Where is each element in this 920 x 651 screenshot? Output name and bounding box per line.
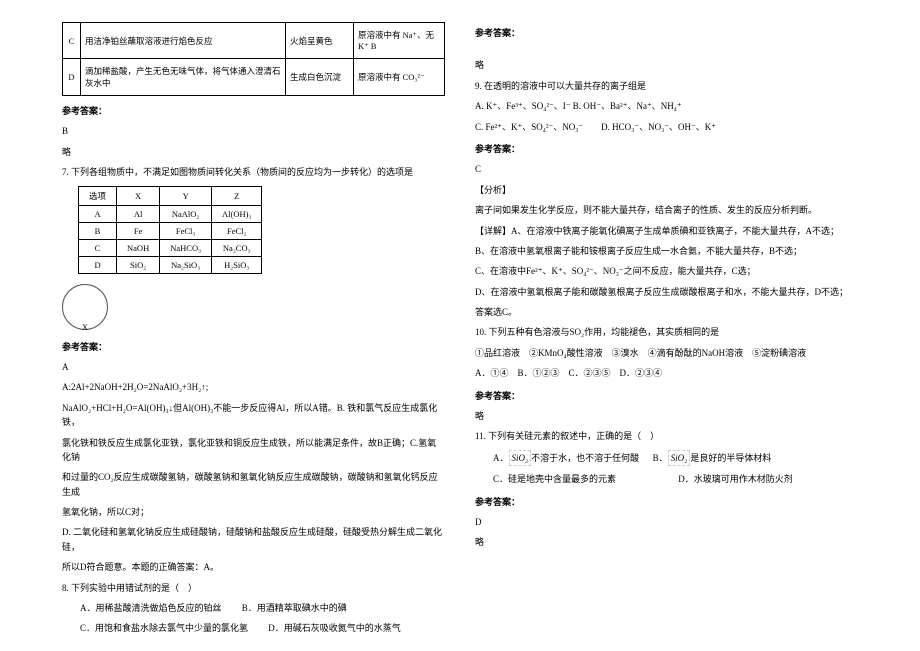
cell-letter: C (63, 23, 81, 59)
q8-title: 8. 下列实验中用错试剂的是（ ） (62, 581, 445, 595)
opt-d: D．水玻璃可用作木材防火剂 (678, 472, 793, 486)
detail-line: C、在溶液中Fe²⁺、K⁺、SO₄²⁻、NO₃⁻之间不反应，能大量共存，C选； (475, 264, 860, 278)
q10-title: 10. 下列五种有色溶液与SO₂作用，均能褪色，其实质相同的是 (475, 325, 860, 339)
th: X (117, 186, 160, 205)
explain-line: 氢氧化钠，所以C对； (62, 505, 445, 519)
td: Al(OH)₃ (212, 205, 262, 222)
opt-a-label: A． (493, 453, 509, 463)
cell-letter: D (63, 59, 81, 96)
td: FeCl₃ (160, 222, 212, 239)
td: FeCl₂ (212, 222, 262, 239)
td: NaOH (117, 239, 160, 256)
td: Fe (117, 222, 160, 239)
cell-desc: 滴加稀盐酸，产生无色无味气体，将气体通入澄清石灰水中 (81, 59, 286, 96)
opt: C．用饱和食盐水除去氯气中少量的氯化氢 (80, 621, 248, 635)
answer-label: 参考答案： (475, 495, 860, 509)
experiment-table: C 用洁净铂丝蘸取溶液进行焰色反应 火焰呈黄色 原溶液中有 Na⁺、无K⁺ B … (62, 22, 445, 96)
td: SiO₂ (117, 256, 160, 273)
answer-label: 参考答案： (475, 389, 860, 403)
explain-line: D. 二氧化硅和氢氧化钠反应生成硅酸钠，硅酸钠和盐酸反应生成硅酸，硅酸受热分解生… (62, 525, 445, 554)
explain-line: 所以D符合题意。本题的正确答案：A。 (62, 560, 445, 574)
answer-note: 略 (62, 145, 445, 159)
answer-note: 略 (475, 58, 860, 72)
explain-line: 和过量的CO₂反应生成碳酸氢钠，碳酸氢钠和氢氧化钠反应生成碳酸钠，碳酸钠和氢氧化… (62, 470, 445, 499)
q9-opts: A. K⁺、Fe³⁺、SO₄²⁻、I⁻ B. OH⁻、Ba²⁺、Na⁺、NH₄⁺ (475, 99, 860, 113)
explain-line: 氯化铁和铁反应生成氯化亚铁，氯化亚铁和铜反应生成铁，所以能满足条件，故B正确；C… (62, 436, 445, 465)
q9-opts: C. Fe²⁺、K⁺、SO₄²⁻、NO₃⁻ D. HCO₃⁻、NO₃⁻、OH⁻、… (475, 120, 860, 134)
detail-text: A、在溶液中铁离子能氧化碘离子生成单质碘和亚铁离子，不能大量共存，A不选； (511, 226, 839, 236)
td: NaAlO₂ (160, 205, 212, 222)
answer-value: B (62, 124, 445, 138)
cell-mid: 生成白色沉淀 (286, 59, 354, 96)
table-row: C 用洁净铂丝蘸取溶液进行焰色反应 火焰呈黄色 原溶液中有 Na⁺、无K⁺ B (63, 23, 445, 59)
td: B (79, 222, 117, 239)
answer-note: 略 (475, 535, 860, 549)
cell-mid: 火焰呈黄色 (286, 23, 354, 59)
td: Al (117, 205, 160, 222)
opt: B．用酒精萃取碘水中的碘 (242, 601, 347, 615)
opt-a-text: 不溶于水，也不溶于任何酸 (531, 453, 639, 463)
answer-value: A (62, 360, 445, 374)
cycle-diagram: X (62, 284, 108, 330)
q10-opts: A．①④ B．①②③ C．②③⑤ D．②③④ (475, 366, 860, 380)
q8-opts-row: C．用饱和食盐水除去氯气中少量的氯化氢 D．用碱石灰吸收氮气中的水蒸气 (62, 621, 445, 635)
th: 选项 (79, 186, 117, 205)
answer-label: 参考答案： (62, 104, 445, 118)
answer-label: 参考答案： (475, 142, 860, 156)
answer-label: 参考答案： (475, 26, 860, 40)
explain-line: A:2Al+2NaOH+2H₂O=2NaAlO₂+3H₂↑; (62, 380, 445, 394)
left-column: C 用洁净铂丝蘸取溶液进行焰色反应 火焰呈黄色 原溶液中有 Na⁺、无K⁺ B … (62, 18, 445, 642)
td: H₂SiO₃ (212, 256, 262, 273)
table-row: C NaOH NaHCO₃ Na₂CO₃ (79, 239, 262, 256)
right-column: 参考答案： 略 9. 在透明的溶液中可以大量共存的离子组是 A. K⁺、Fe³⁺… (475, 18, 860, 556)
answer-label: 参考答案： (62, 340, 445, 354)
th: Z (212, 186, 262, 205)
detail-line: B、在溶液中氢氧根离子能和铵根离子反应生成一水合氨，不能大量共存，B不选； (475, 244, 860, 258)
opt-c: C．硅是地壳中含量最多的元素 (493, 472, 616, 486)
sio2-icon: SiO₂ (509, 450, 532, 466)
analysis-label: 【分析】 (475, 183, 860, 197)
td: C (79, 239, 117, 256)
opt-b-label: B． (653, 453, 668, 463)
q11-title: 11. 下列有关硅元素的叙述中，正确的是（ ） (475, 429, 860, 443)
detail-label: 【详解】 (475, 226, 511, 236)
td: Na₂CO₃ (212, 239, 262, 256)
q11-opt-row: A．SiO₂不溶于水，也不溶于任何酸 B．SiO₂是良好的半导体材料 (475, 450, 860, 466)
analysis-text: 离子间如果发生化学反应，则不能大量共存，结合离子的性质、发生的反应分析判断。 (475, 203, 860, 217)
td: D (79, 256, 117, 273)
q7-table: 选项 X Y Z A Al NaAlO₂ Al(OH)₃ B Fe FeCl₃ … (78, 186, 262, 274)
td: A (79, 205, 117, 222)
cell-right: 原溶液中有 Na⁺、无K⁺ B (354, 23, 445, 59)
cell-desc: 用洁净铂丝蘸取溶液进行焰色反应 (81, 23, 286, 59)
q10-items: ①品红溶液 ②KMnO₄酸性溶液 ③溴水 ④滴有酚酞的NaOH溶液 ⑤淀粉碘溶液 (475, 346, 860, 360)
explain-line: NaAlO₂+HCl+H₂O=Al(OH)₃↓但Al(OH)₃不能一步反应得Al… (62, 401, 445, 430)
q7-title: 7. 下列各组物质中，不满足如图物质间转化关系（物质间的反应均为一步转化）的选项… (62, 165, 445, 179)
q9-title: 9. 在透明的溶液中可以大量共存的离子组是 (475, 79, 860, 93)
q11-opt-row: C．硅是地壳中含量最多的元素 D．水玻璃可用作木材防火剂 (475, 472, 860, 486)
table-row: A Al NaAlO₂ Al(OH)₃ (79, 205, 262, 222)
table-row: D SiO₂ Na₂SiO₃ H₂SiO₃ (79, 256, 262, 273)
opt-b-text: 是良好的半导体材料 (690, 453, 771, 463)
td: NaHCO₃ (160, 239, 212, 256)
td: Na₂SiO₃ (160, 256, 212, 273)
opt: D．用碱石灰吸收氮气中的水蒸气 (268, 621, 401, 635)
table-row: D 滴加稀盐酸，产生无色无味气体，将气体通入澄清石灰水中 生成白色沉淀 原溶液中… (63, 59, 445, 96)
sio2-icon: SiO₂ (668, 450, 691, 466)
table-head-row: 选项 X Y Z (79, 186, 262, 205)
answer-note: 略 (475, 409, 860, 423)
th: Y (160, 186, 212, 205)
detail-line: D、在溶液中氢氧根离子能和碳酸氢根离子反应生成碳酸根离子和水，不能大量共存，D不… (475, 285, 860, 299)
diagram-label: X (82, 323, 88, 332)
detail-line: 【详解】A、在溶液中铁离子能氧化碘离子生成单质碘和亚铁离子，不能大量共存，A不选… (475, 224, 860, 238)
detail-line: 答案选C。 (475, 305, 860, 319)
answer-value: D (475, 515, 860, 529)
answer-value: C (475, 162, 860, 176)
opt: A．用稀盐酸清洗做焰色反应的铂丝 (80, 601, 222, 615)
table-row: B Fe FeCl₃ FeCl₂ (79, 222, 262, 239)
q8-opts-row: A．用稀盐酸清洗做焰色反应的铂丝 B．用酒精萃取碘水中的碘 (62, 601, 445, 615)
cell-right: 原溶液中有 CO₃²⁻ (354, 59, 445, 96)
